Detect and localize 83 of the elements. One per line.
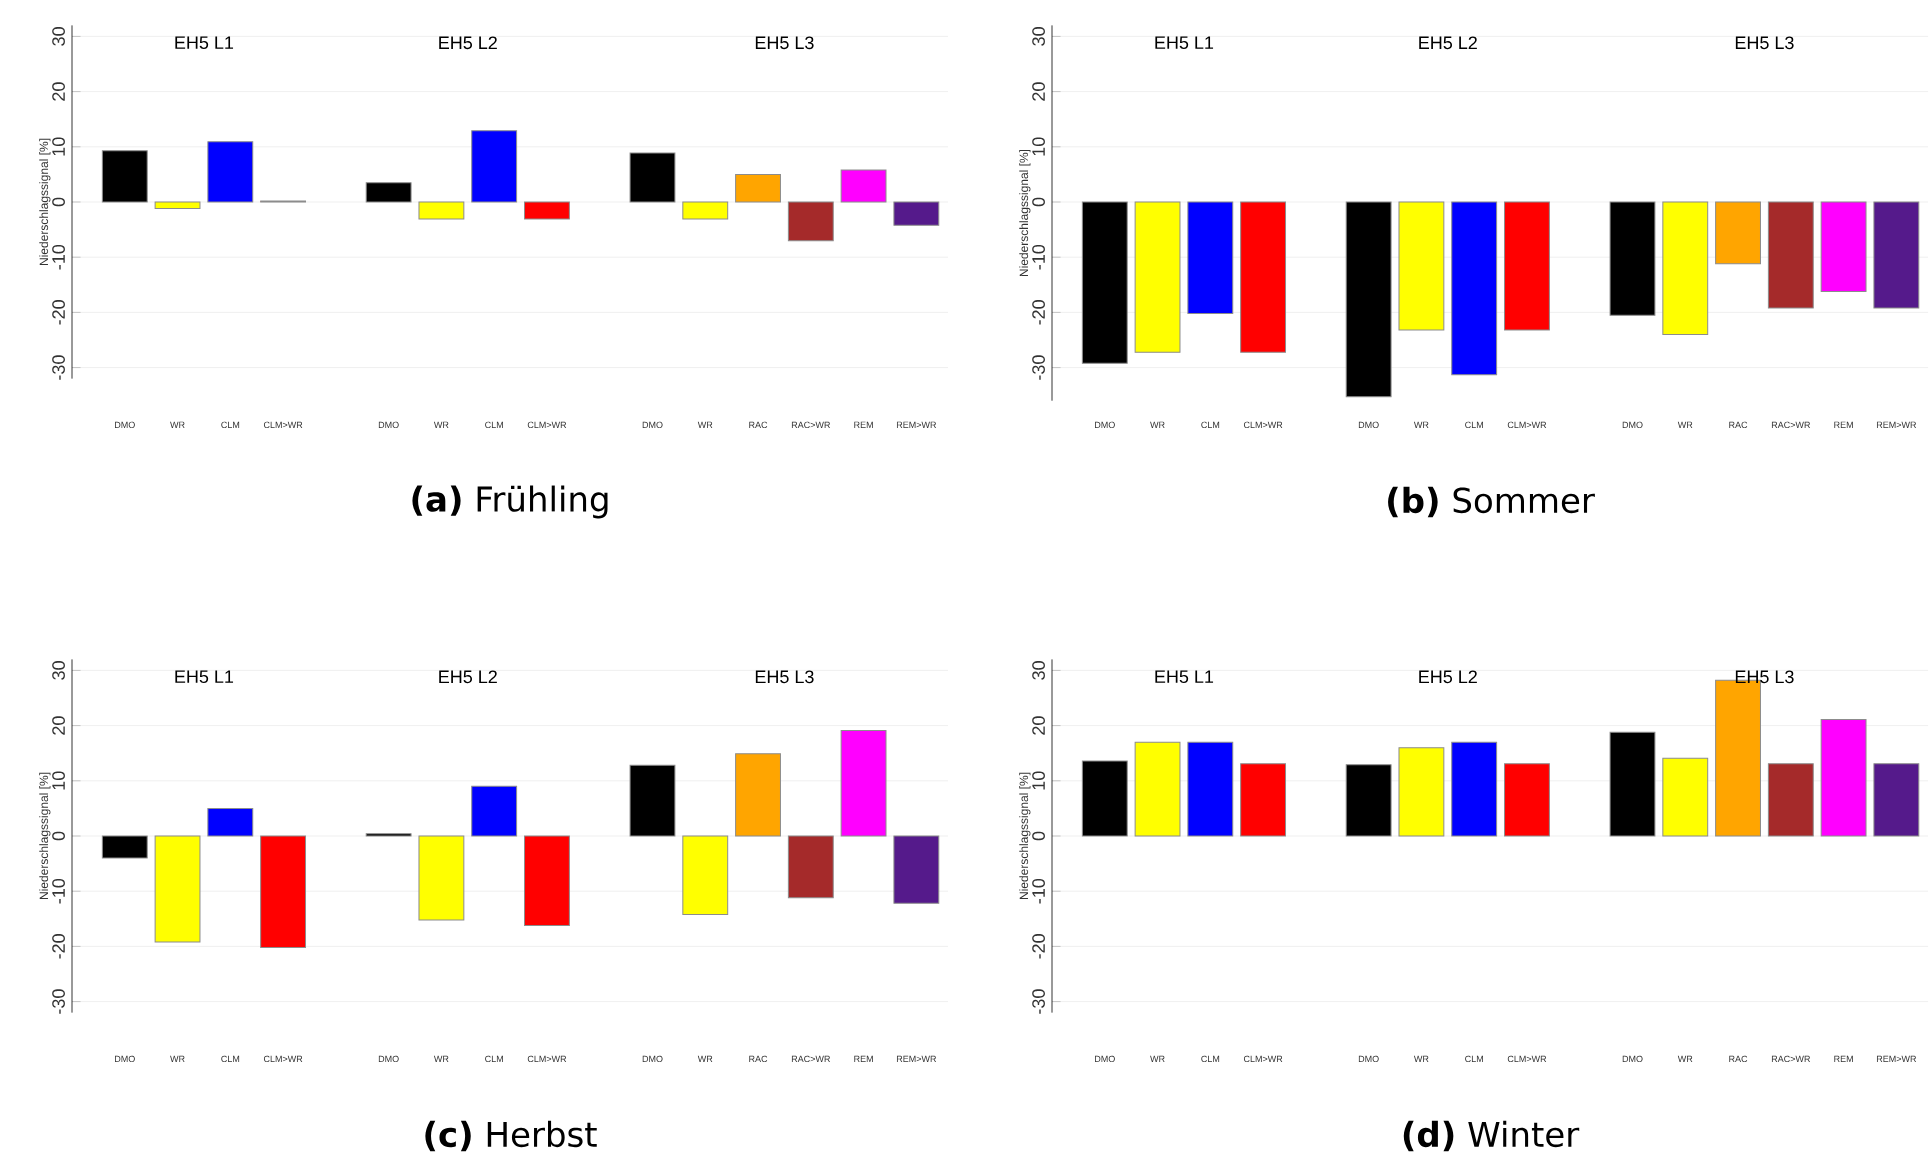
y-tick-label: 0 — [52, 831, 65, 841]
y-tick-label: 10 — [52, 771, 65, 790]
bar — [1820, 719, 1867, 837]
bar — [418, 835, 465, 921]
bar — [787, 201, 834, 242]
bar — [260, 835, 307, 949]
text: (d) Winter — [1403, 1120, 1580, 1152]
annotation: EH5 L2 — [1419, 36, 1477, 50]
y-tick-label: -10 — [1032, 878, 1045, 904]
y-tick-label: -20 — [52, 300, 65, 325]
bar — [471, 130, 518, 203]
bar — [154, 835, 201, 943]
y-tick-label: -30 — [52, 355, 65, 380]
bar — [735, 753, 781, 837]
annotation: EH5 L3 — [1735, 36, 1794, 50]
bar — [629, 764, 676, 837]
bar — [471, 785, 518, 837]
bar — [418, 201, 465, 220]
bar — [524, 835, 570, 926]
text: (a) Frühling — [412, 485, 608, 519]
y-tick-label: 20 — [52, 716, 65, 735]
y-tick-label: 20 — [1032, 716, 1045, 735]
y-tick-label: 0 — [1032, 197, 1045, 207]
bar — [787, 835, 834, 899]
annotation: EH5 L1 — [175, 36, 234, 49]
bar — [1451, 741, 1498, 837]
bar — [840, 730, 887, 837]
y-tick-label: 0 — [1032, 831, 1045, 841]
bar — [893, 835, 940, 904]
bar — [1609, 731, 1656, 837]
bar — [1398, 747, 1445, 837]
bar — [101, 150, 148, 203]
bar — [524, 201, 570, 220]
bar — [682, 201, 729, 220]
bar — [1187, 741, 1234, 837]
annotation: EH5 L2 — [1419, 670, 1477, 684]
y-tick-label: -30 — [52, 989, 65, 1014]
annotation: EH5 L1 — [175, 670, 234, 684]
bar — [840, 169, 887, 203]
annotation: EH5 L2 — [439, 670, 497, 684]
annotation: EH5 L3 — [755, 670, 814, 684]
y-tick-label: 30 — [1032, 27, 1045, 46]
bar — [101, 835, 148, 859]
bar — [207, 807, 254, 837]
y-tick-label: -20 — [1032, 300, 1045, 325]
text: (c) Herbst — [425, 1120, 597, 1152]
bar — [1081, 760, 1128, 837]
y-tick-label: 30 — [1032, 661, 1045, 680]
y-tick-label: 30 — [52, 661, 65, 680]
annotation: EH5 L1 — [1155, 670, 1214, 684]
y-tick-label: -10 — [52, 878, 65, 904]
y-tick-label: 10 — [1032, 137, 1045, 156]
y-tick-label: 20 — [1032, 82, 1045, 101]
bar — [1240, 763, 1287, 837]
y-tick-label: -30 — [1032, 989, 1045, 1014]
y-tick-label: -30 — [1032, 355, 1045, 380]
bar — [207, 141, 254, 203]
y-tick-label: 10 — [52, 137, 65, 156]
y-tick-label: -20 — [52, 934, 65, 959]
y-tick-label: -20 — [1032, 934, 1045, 959]
annotation: EH5 L3 — [1735, 670, 1794, 684]
y-tick-label: 30 — [52, 27, 65, 46]
annotation: EH5 L2 — [439, 36, 497, 50]
bar — [1767, 763, 1814, 837]
annotation: EH5 L1 — [1155, 36, 1214, 50]
bar — [735, 173, 781, 203]
bar — [154, 201, 201, 210]
bar — [365, 182, 412, 203]
bar — [1345, 764, 1392, 837]
y-tick-label: 20 — [52, 82, 65, 101]
bar — [1504, 763, 1550, 837]
bar — [893, 201, 940, 226]
bar — [1134, 741, 1181, 837]
bar — [629, 152, 676, 203]
bar — [682, 835, 729, 915]
annotation: EH5 L3 — [755, 36, 814, 50]
bar — [1662, 757, 1709, 837]
y-tick-label: -10 — [52, 244, 65, 270]
y-tick-label: 10 — [1032, 771, 1045, 790]
y-tick-label: -10 — [1032, 244, 1045, 270]
y-tick-label: 0 — [52, 197, 65, 207]
bar — [1873, 763, 1920, 837]
text: (b) Sommer — [1388, 486, 1595, 518]
